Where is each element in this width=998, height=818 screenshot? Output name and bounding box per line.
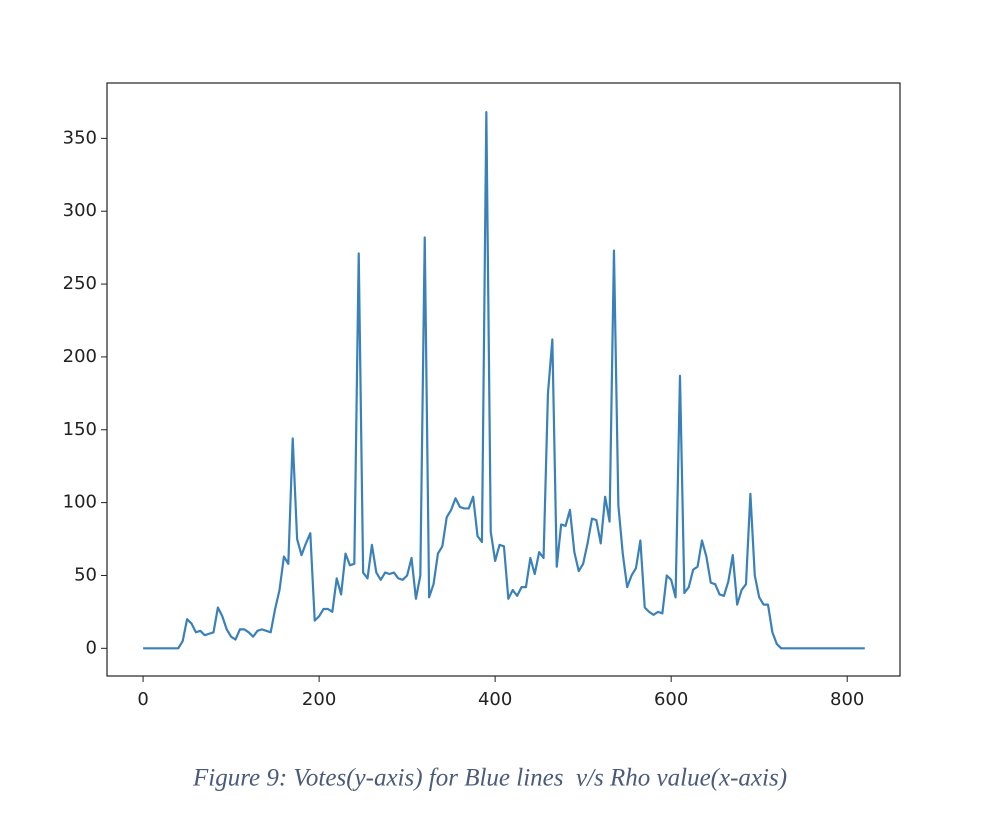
- y-tick-label: 200: [63, 346, 97, 367]
- y-tick-label: 250: [63, 273, 97, 294]
- x-tick-label: 800: [830, 689, 864, 710]
- y-tick-label: 0: [86, 637, 97, 658]
- y-tick-label: 300: [63, 200, 97, 221]
- y-tick-label: 50: [74, 564, 97, 585]
- caption: Figure 9: Votes(y-axis) for Blue lines v…: [192, 765, 787, 792]
- y-tick-label: 350: [63, 127, 97, 148]
- data-line: [143, 111, 865, 650]
- x-tick-label: 400: [478, 689, 512, 710]
- plot-frame: [106, 82, 901, 677]
- x-tick-label: 600: [654, 689, 688, 710]
- y-tick-label: 150: [63, 419, 97, 440]
- x-tick-label: 200: [302, 689, 336, 710]
- x-tick-label: 0: [137, 689, 148, 710]
- y-tick-label: 100: [63, 492, 97, 513]
